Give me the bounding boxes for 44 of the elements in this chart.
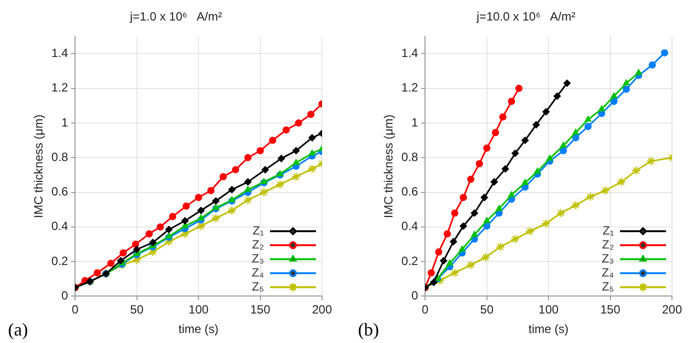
x-tick-label: 100 xyxy=(188,302,209,317)
y-tick-label: 1.2 xyxy=(51,80,68,95)
x-tick-label: 50 xyxy=(130,302,144,317)
y-tick-label: 0.8 xyxy=(51,150,68,164)
y-tick-label: 1.2 xyxy=(401,80,418,95)
y-tick-label: 0 xyxy=(411,288,418,303)
x-tick-label: 0 xyxy=(422,302,429,317)
x-tick-label: 0 xyxy=(72,302,79,317)
y-tick-label: 0.8 xyxy=(401,150,418,164)
legend-label: Z₅ xyxy=(252,280,264,294)
text: (b) xyxy=(358,320,379,340)
legend-label: Z₄ xyxy=(602,266,614,280)
legend-label: Z₂ xyxy=(602,238,614,252)
legend-label: Z₃ xyxy=(602,252,614,266)
text: (a) xyxy=(8,320,28,340)
y-axis-title: IMC thickness (μm) xyxy=(32,114,46,218)
x-tick-label: 200 xyxy=(312,302,332,317)
x-axis-title: time (s) xyxy=(528,322,569,336)
y-tick-label: 0.6 xyxy=(401,184,418,199)
y-tick-label: 1 xyxy=(61,115,68,130)
legend-label: Z₃ xyxy=(252,252,264,266)
y-tick-label: 0 xyxy=(61,288,68,303)
x-tick-label: 50 xyxy=(480,302,494,317)
legend-label: Z₁ xyxy=(602,224,614,238)
legend-label: Z₁ xyxy=(252,224,264,238)
y-tick-label: 1.4 xyxy=(51,46,68,60)
x-axis-title: time (s) xyxy=(178,322,219,336)
legend-label: Z₄ xyxy=(252,266,264,280)
chart-title: j=10.0 x 10⁶ A/m² xyxy=(476,10,576,24)
y-tick-label: 0.6 xyxy=(51,184,68,199)
legend-label: Z₂ xyxy=(252,238,264,252)
x-tick-label: 150 xyxy=(600,302,621,317)
y-tick-label: 1.4 xyxy=(401,46,418,60)
legend-label: Z₅ xyxy=(602,280,614,294)
y-tick-label: 1 xyxy=(411,115,418,130)
x-tick-label: 150 xyxy=(250,302,271,317)
y-tick-label: 0.2 xyxy=(401,254,418,268)
y-tick-label: 0.2 xyxy=(51,254,68,268)
x-tick-label: 200 xyxy=(662,302,682,317)
chart-title: j=1.0 x 10⁶ A/m² xyxy=(129,10,222,24)
x-tick-label: 100 xyxy=(538,302,559,317)
y-tick-label: 0.4 xyxy=(401,219,418,234)
y-axis-title: IMC thickness (μm) xyxy=(382,114,396,218)
y-tick-label: 0.4 xyxy=(51,219,68,234)
